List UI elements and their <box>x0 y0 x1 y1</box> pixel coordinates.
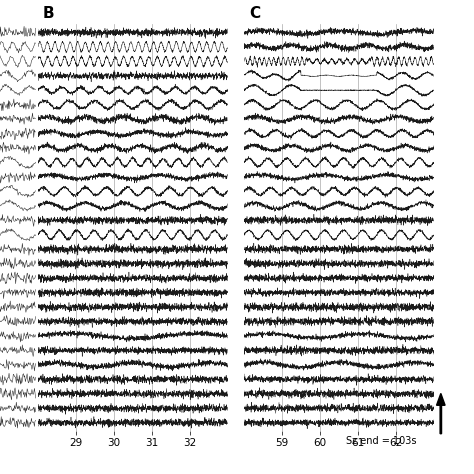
Text: C: C <box>249 6 260 21</box>
Text: B: B <box>43 6 55 21</box>
Text: Sz end = 103s: Sz end = 103s <box>346 436 417 446</box>
